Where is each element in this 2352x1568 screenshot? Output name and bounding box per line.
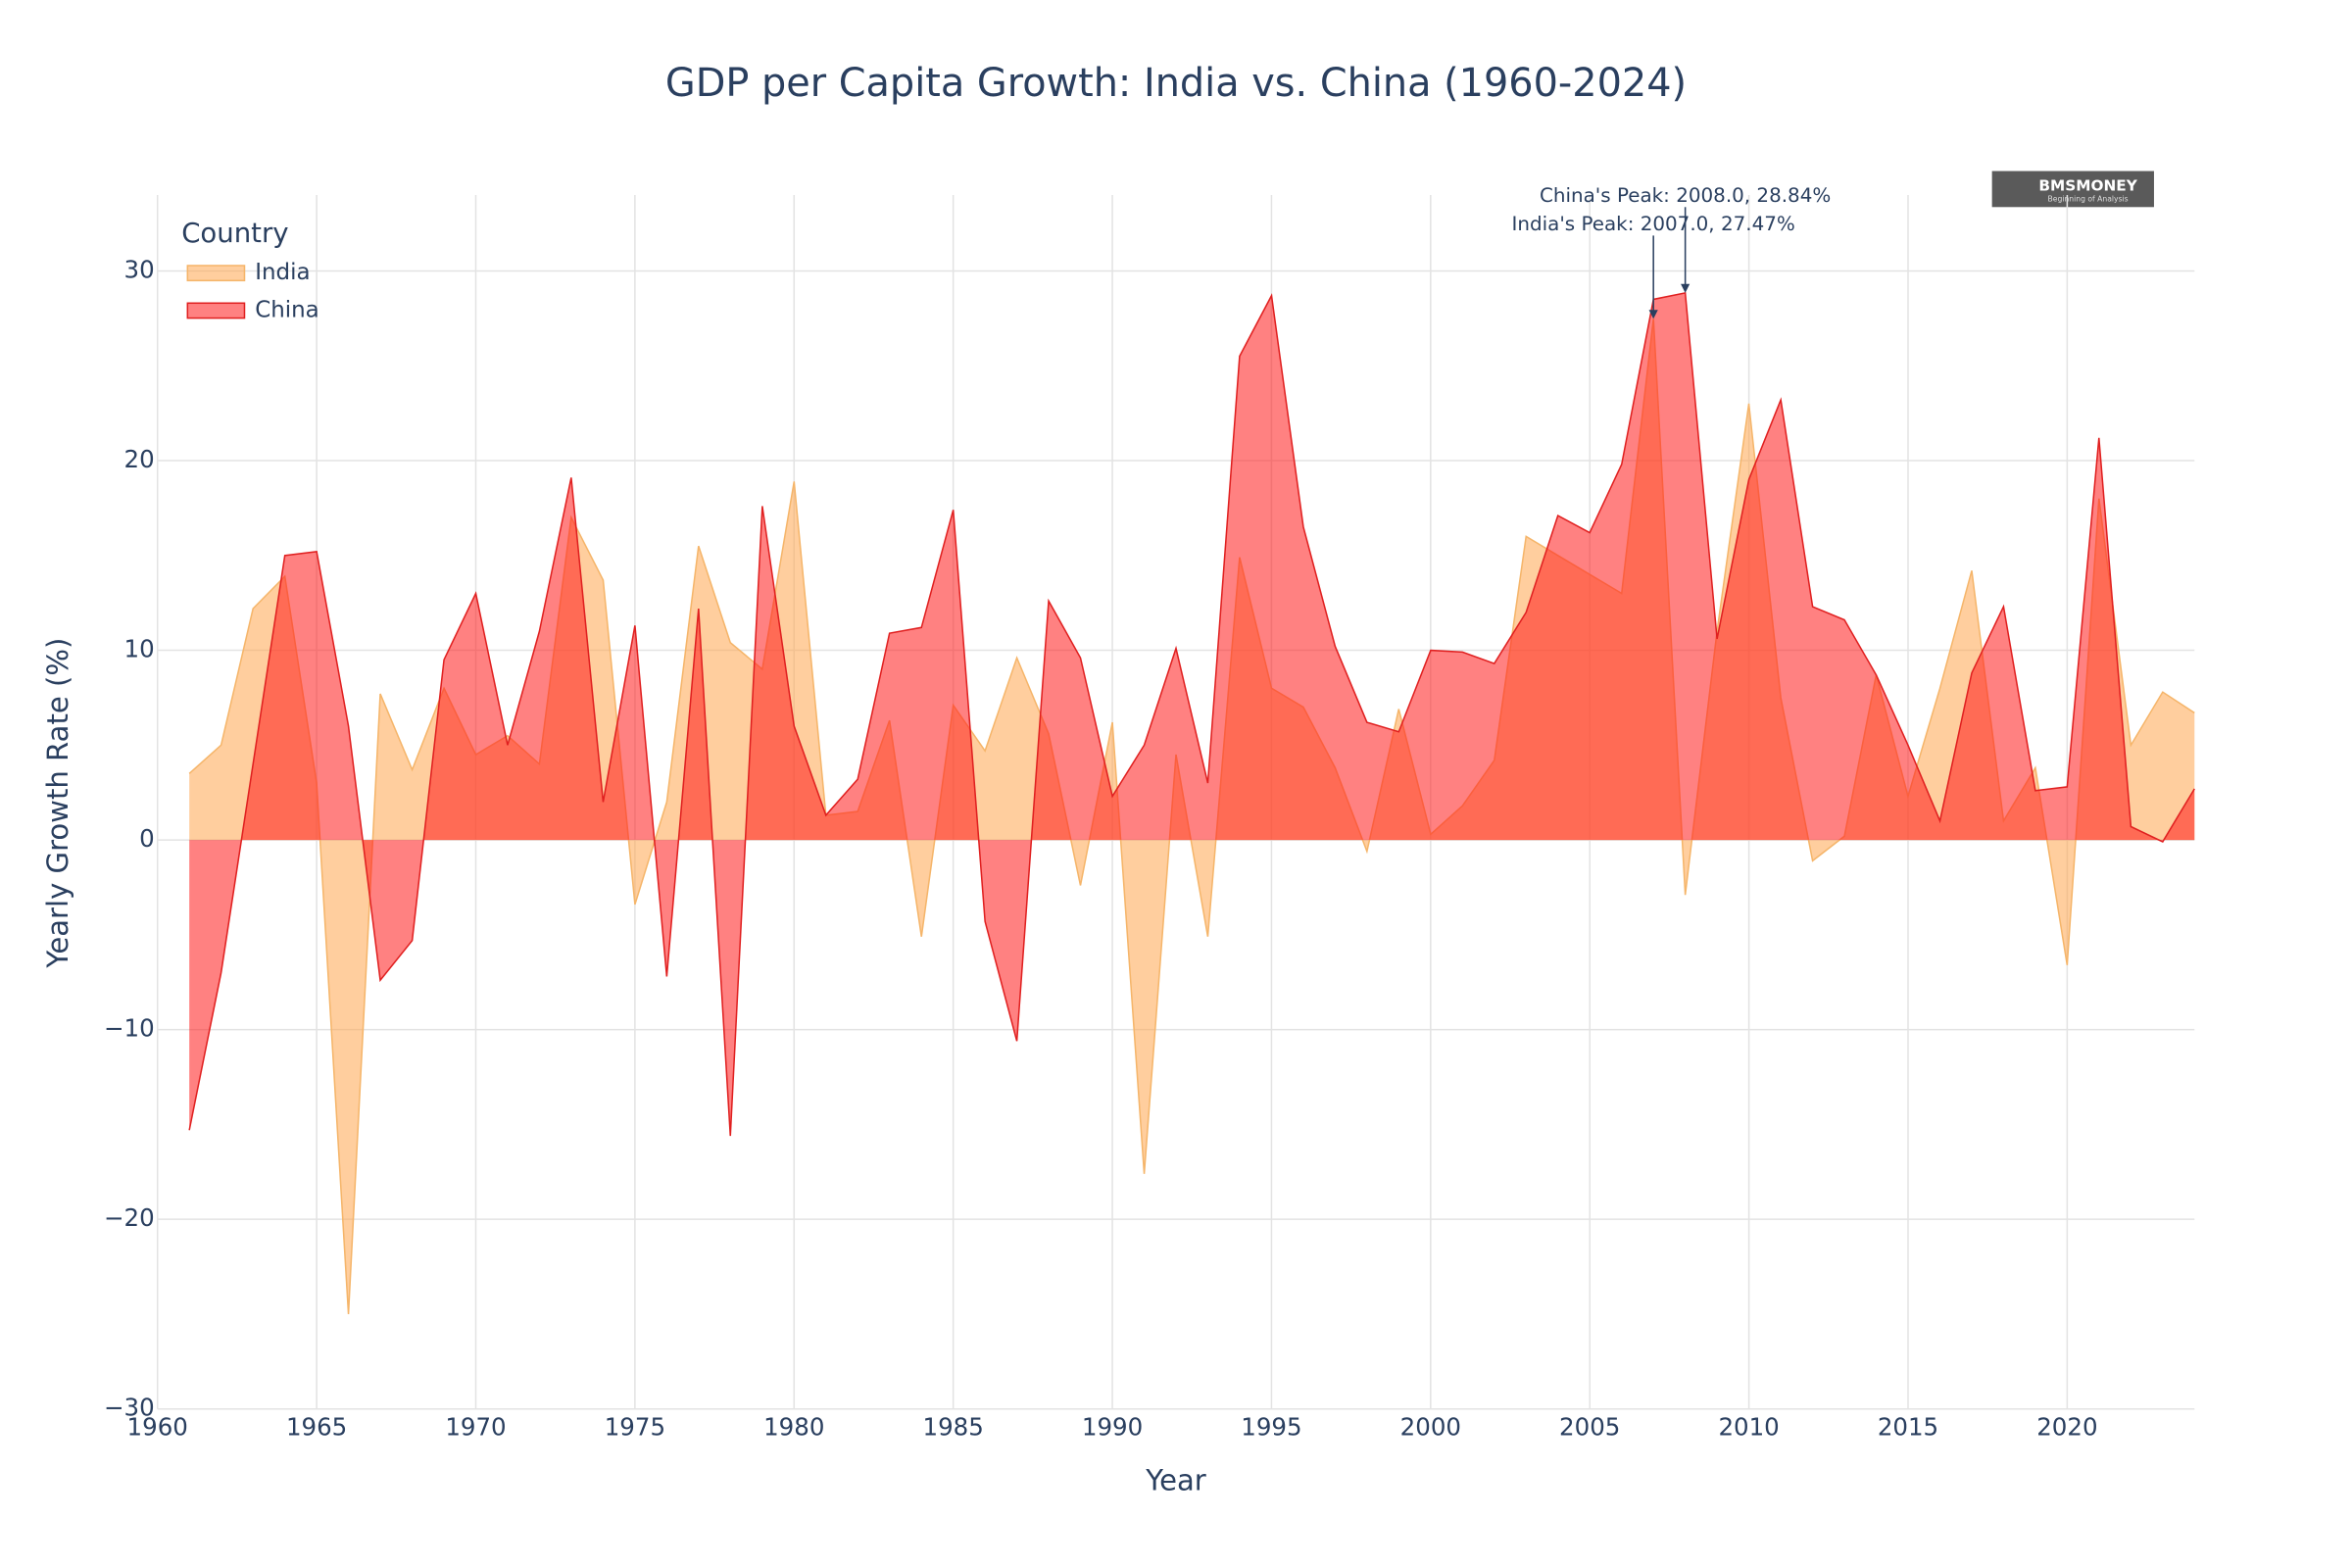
area-line xyxy=(188,291,2195,1137)
x-tick-label: 1960 xyxy=(127,1413,188,1442)
annotation-arrowhead xyxy=(1681,283,1690,293)
x-tick-label: 2005 xyxy=(1559,1413,1620,1442)
logo-tagline: Beginning of Analysis xyxy=(2048,195,2129,204)
x-tick-label: 1990 xyxy=(1082,1413,1143,1442)
x-tick-label: 1980 xyxy=(763,1413,824,1442)
x-tick-label: 1975 xyxy=(605,1413,665,1442)
x-axis-title: Year xyxy=(1145,1464,1206,1497)
x-tick-label: 1970 xyxy=(445,1413,506,1442)
x-tick-label: 1995 xyxy=(1241,1413,1301,1442)
y-tick-label: −30 xyxy=(104,1394,155,1422)
legend-label: China xyxy=(255,297,319,322)
annotation-text: India's Peak: 2007.0, 27.47% xyxy=(1512,213,1795,235)
area-fill xyxy=(189,292,2195,1137)
x-tick-label: 2015 xyxy=(1878,1413,1938,1442)
y-tick-label: 30 xyxy=(124,255,155,283)
x-tick-label: 2000 xyxy=(1400,1413,1461,1442)
y-tick-label: 20 xyxy=(124,445,155,473)
legend-swatch xyxy=(186,302,246,319)
y-axis-title: Yearly Growth Rate (%) xyxy=(41,638,74,969)
x-tick-label: 2020 xyxy=(2036,1413,2097,1442)
y-tick-label: −10 xyxy=(104,1014,155,1043)
y-tick-label: −20 xyxy=(104,1203,155,1232)
x-tick-label: 2010 xyxy=(1718,1413,1779,1442)
x-tick-label: 1985 xyxy=(923,1413,984,1442)
x-tick-label: 1965 xyxy=(286,1413,347,1442)
chart-title: GDP per Capita Growth: India vs. China (… xyxy=(665,61,1687,106)
legend-swatch xyxy=(186,265,246,282)
annotation-arrowhead xyxy=(1648,310,1658,319)
logo-name: BMSMONEY xyxy=(2038,176,2137,194)
y-tick-label: 0 xyxy=(139,824,155,853)
logo: BMSMONEY Beginning of Analysis xyxy=(1991,171,2154,208)
legend-label: India xyxy=(255,260,310,285)
y-tick-label: 10 xyxy=(124,635,155,663)
legend-title: Country xyxy=(181,218,288,249)
logo-box xyxy=(1991,171,2154,208)
annotation-text: China's Peak: 2008.0, 28.84% xyxy=(1540,184,1831,207)
